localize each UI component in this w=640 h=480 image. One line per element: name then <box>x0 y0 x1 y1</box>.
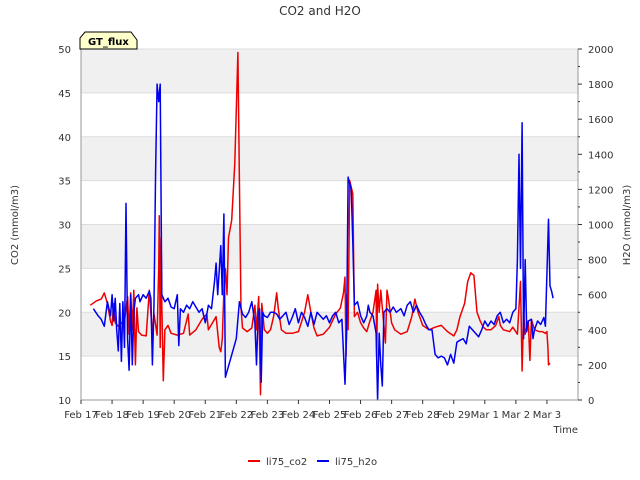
x-axis-label: Time <box>553 425 578 436</box>
y-tick-label: 50 <box>58 45 71 56</box>
plot-band <box>81 136 578 181</box>
plot-band <box>81 224 578 269</box>
legend-label-li75_co2: li75_co2 <box>266 457 307 468</box>
x-tick-label: Feb 19 <box>126 410 160 421</box>
badge-box <box>79 31 138 50</box>
chart-title: CO2 and H2O <box>279 4 361 18</box>
x-tick-label: Feb 22 <box>220 410 254 421</box>
legend-label-li75_h2o: li75_h2o <box>335 457 377 468</box>
x-tick-label: Feb 24 <box>282 410 316 421</box>
x-tick-label: Feb 18 <box>95 410 129 421</box>
plot-band <box>81 92 578 137</box>
x-tick-label: Feb 27 <box>375 410 409 421</box>
plot-band <box>81 312 578 357</box>
x-tick-label: Mar 3 <box>533 410 561 421</box>
badge-text: GT_flux <box>88 37 129 48</box>
x-tick-label: Mar 2 <box>502 410 530 421</box>
y-tick-label: 40 <box>58 133 71 144</box>
series-line-li75_h2o <box>92 83 554 401</box>
plot-band <box>81 356 578 400</box>
y2-tick-label: 1600 <box>588 115 613 126</box>
x-tick-label: Feb 29 <box>437 410 471 421</box>
x-tick-label: Feb 21 <box>188 410 222 421</box>
y2-tick-label: 200 <box>588 361 607 372</box>
y-tick-label: 30 <box>58 221 71 232</box>
y-tick-label: 10 <box>58 396 71 407</box>
y2-tick-label: 1000 <box>588 221 613 232</box>
x-tick-label: Feb 28 <box>406 410 440 421</box>
y-tick-label: 15 <box>58 352 71 363</box>
x-tick-label: Feb 26 <box>344 410 378 421</box>
y-tick-label: 20 <box>58 308 71 319</box>
y2-tick-label: 800 <box>588 256 607 267</box>
y-tick-label: 45 <box>58 89 71 100</box>
plot-band <box>81 49 578 93</box>
plot-band <box>81 180 578 225</box>
series-layer <box>89 51 554 401</box>
x-tick-label: Feb 23 <box>251 410 285 421</box>
ticks: 10 15 20 25 30 35 40 45 50 0 200 400 600 800 1000 1200 1… <box>58 45 613 421</box>
y2-axis-label: H2O (mmol/m3) <box>622 185 633 266</box>
legend: li75_co2 li75_h2o <box>248 457 377 468</box>
series-line-li75_co2 <box>89 51 551 396</box>
gt-flux-badge: GT_flux <box>79 31 138 50</box>
y2-tick-label: 600 <box>588 291 607 302</box>
y2-tick-label: 400 <box>588 326 607 337</box>
x-tick-label: Mar 1 <box>471 410 499 421</box>
y2-tick-label: 1800 <box>588 80 613 91</box>
y-tick-label: 35 <box>58 177 71 188</box>
y-axis-label: CO2 (mmol/m3) <box>10 185 21 265</box>
x-tick-label: Feb 20 <box>157 410 191 421</box>
y-tick-label: 25 <box>58 264 71 275</box>
y2-tick-label: 1200 <box>588 185 613 196</box>
x-tick-label: Feb 25 <box>313 410 347 421</box>
y2-tick-label: 0 <box>588 396 594 407</box>
x-tick-label: Feb 17 <box>64 410 98 421</box>
plot-band <box>81 268 578 313</box>
y2-tick-label: 1400 <box>588 150 613 161</box>
y2-tick-label: 2000 <box>588 45 613 56</box>
